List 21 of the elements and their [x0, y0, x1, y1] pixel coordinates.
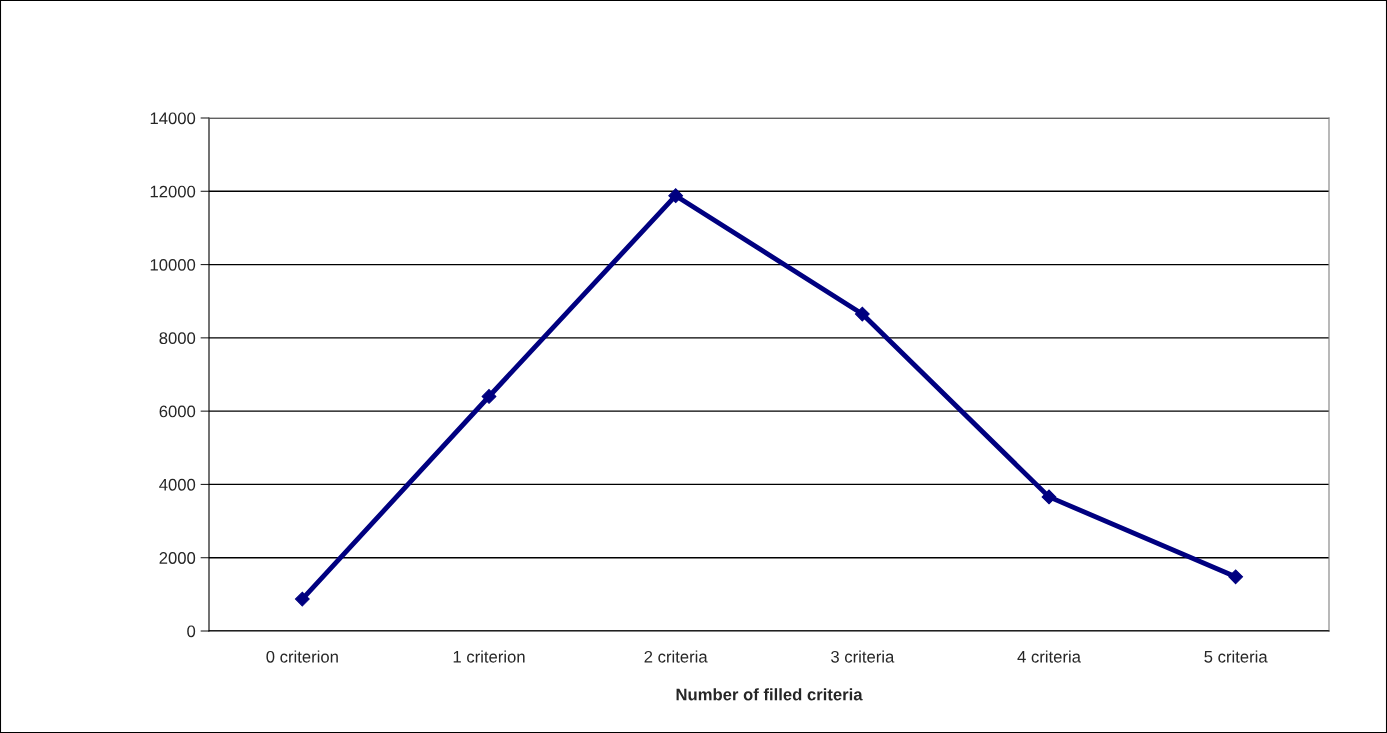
x-tick-label: 1 criterion — [453, 650, 525, 663]
point — [1041, 489, 1057, 505]
y-tick-label: 12000 — [150, 185, 196, 198]
point — [1228, 569, 1244, 585]
x-tick-label: 0 criterion — [266, 650, 338, 663]
x-tick-label: 2 criteria — [644, 650, 708, 663]
y-tick-label: 6000 — [159, 405, 196, 418]
x-tick-label: 5 criteria — [1204, 650, 1268, 663]
y-tick-label: 0 — [187, 625, 196, 638]
x-axis-title: Number of filled criteria — [676, 688, 863, 701]
y-tick-label: 2000 — [159, 552, 196, 564]
point — [294, 591, 310, 607]
point — [481, 389, 497, 404]
y-tick-label: 8000 — [159, 332, 196, 345]
y-tick-label: 10000 — [150, 258, 196, 271]
y-tick-label: 14000 — [150, 112, 196, 125]
x-tick-label: 4 criteria — [1017, 650, 1081, 663]
point — [854, 306, 870, 322]
y-tick-label: 4000 — [159, 478, 196, 491]
point — [668, 188, 684, 204]
x-tick-label: 3 criteria — [831, 650, 895, 663]
